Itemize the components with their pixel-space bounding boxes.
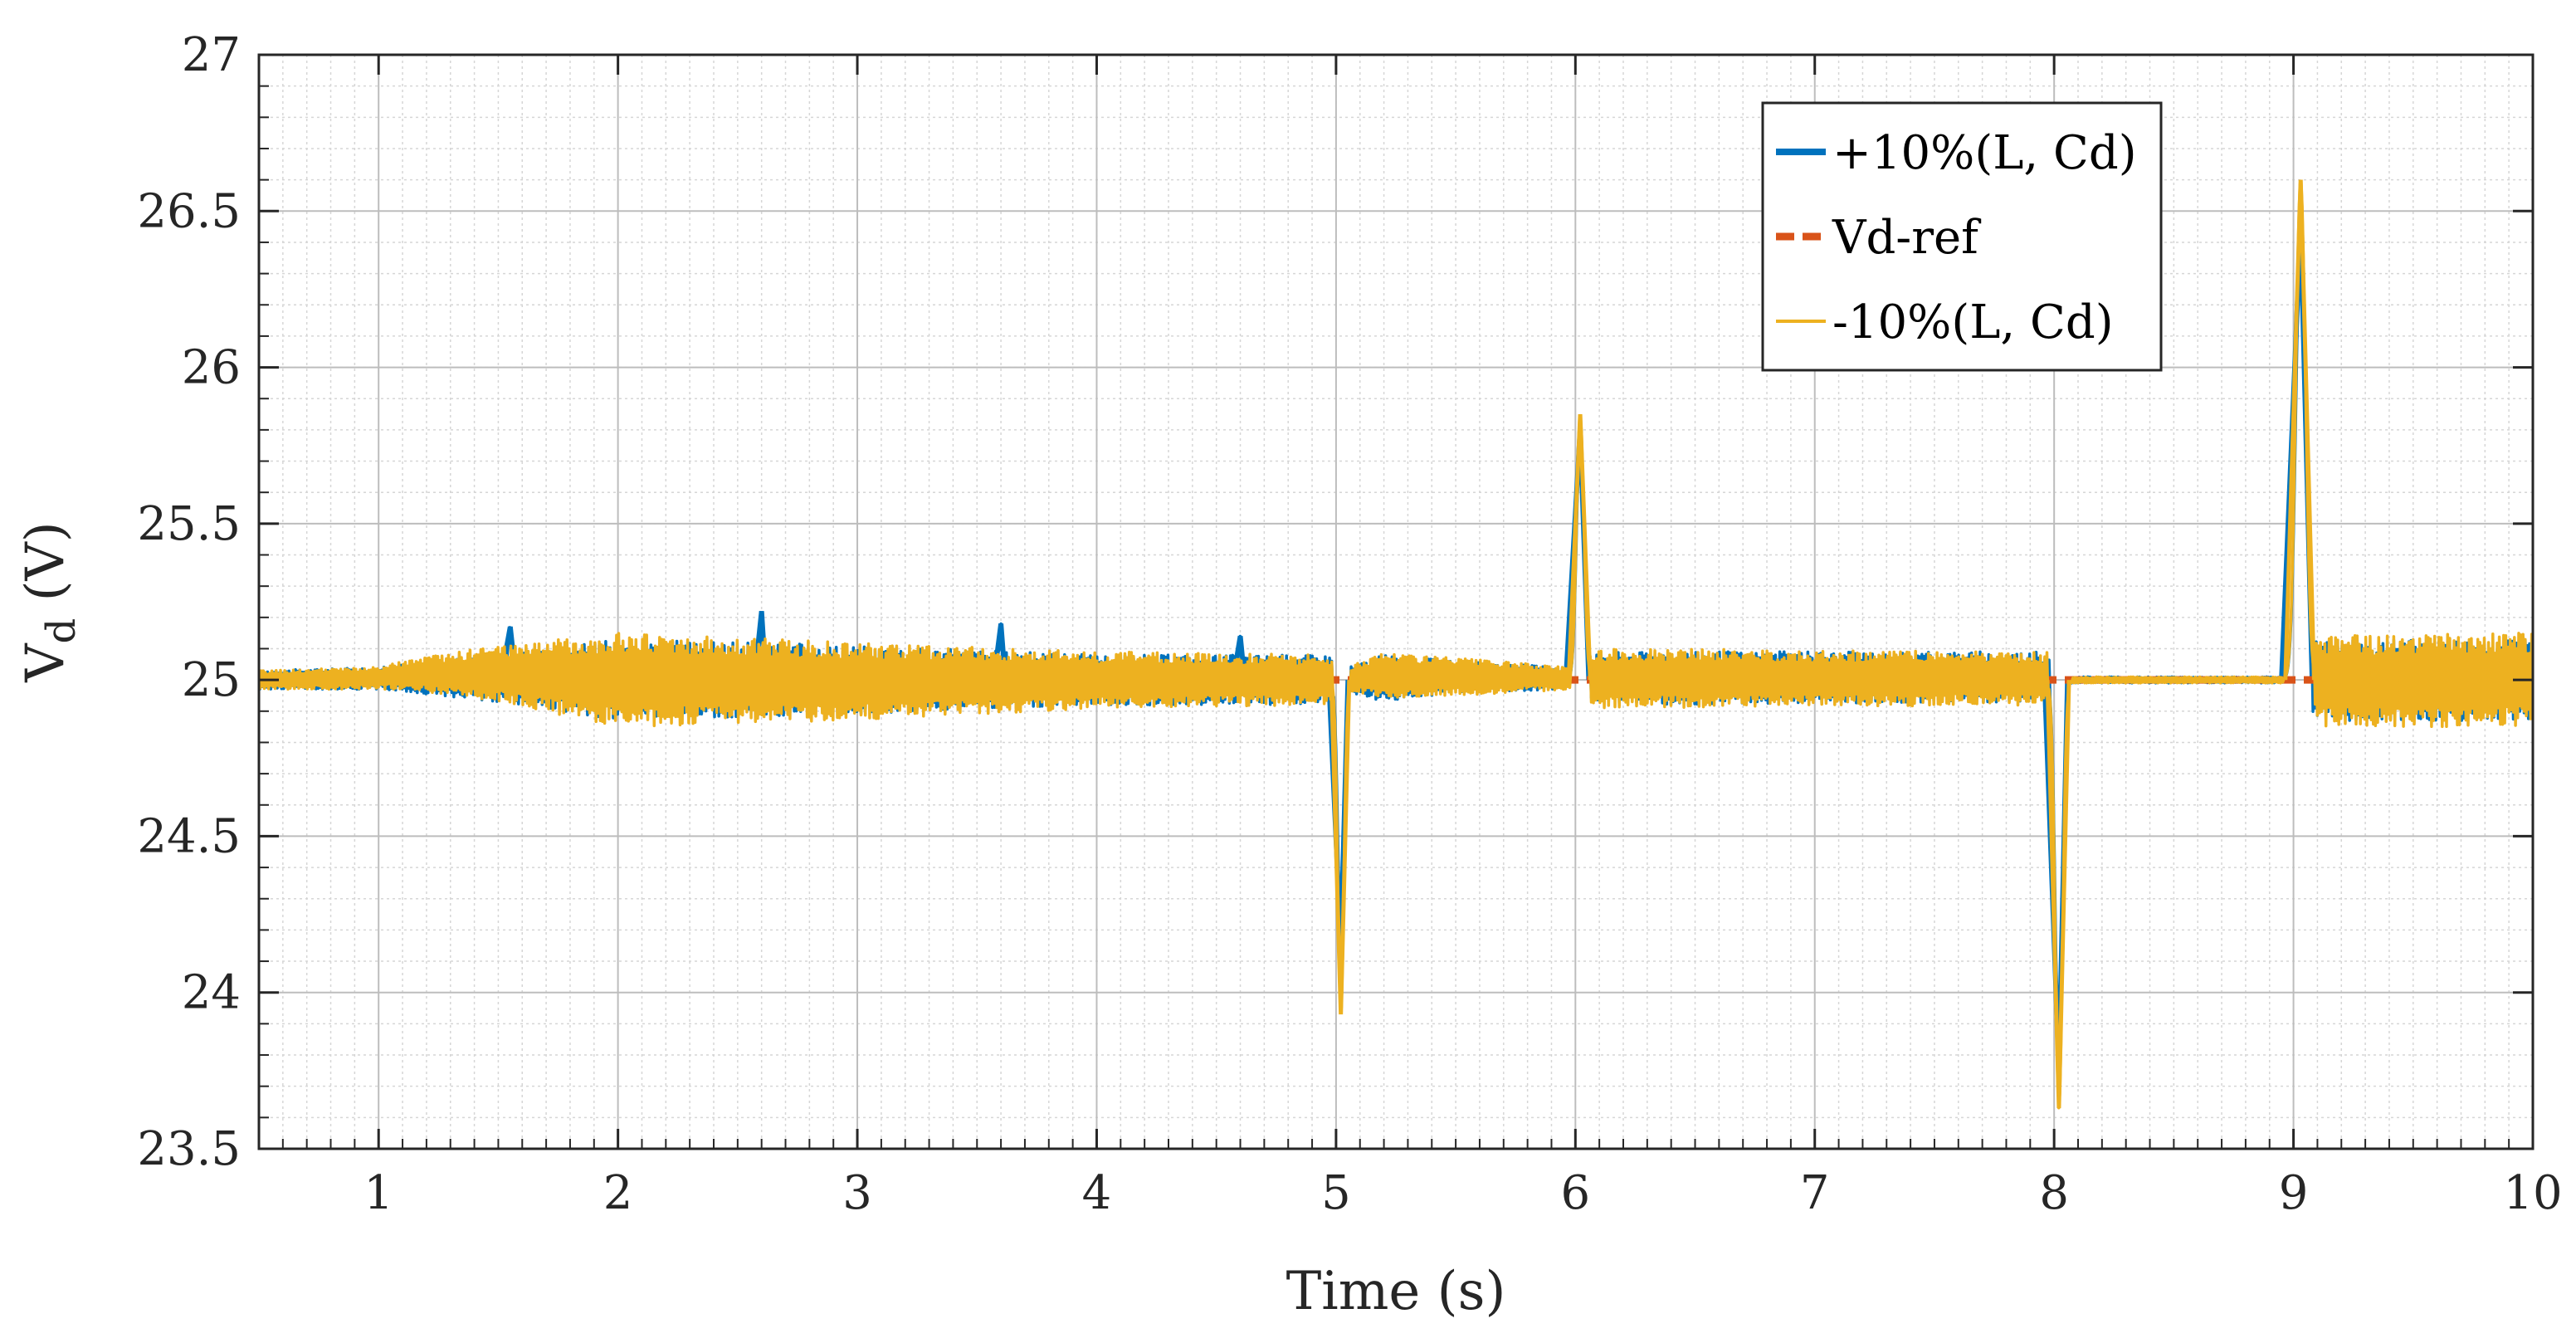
y-axis-label-sub: d [38, 618, 85, 644]
x-tick-label: 5 [1321, 1166, 1351, 1220]
x-tick-label: 8 [2039, 1166, 2069, 1220]
legend-label-plus10: +10%(L, Cd) [1832, 126, 2137, 180]
spike-plus10 [752, 610, 768, 681]
y-tick-label: 24 [182, 966, 241, 1020]
spike-minus10 [1566, 413, 1593, 681]
y-tick-label: 27 [182, 28, 241, 82]
series-layer [259, 180, 2533, 1108]
x-tick-label: 4 [1082, 1166, 1112, 1220]
plot-background [259, 55, 2533, 1149]
spike-minus10 [1329, 680, 1352, 1015]
plot-frame [257, 53, 2535, 1150]
legend-box [1761, 101, 2163, 372]
y-tick-label: 24.5 [137, 809, 241, 863]
x-tick-labels: 1 2 3 4 5 6 7 8 9 10 [363, 1166, 2562, 1220]
legend-label-minus10: -10%(L, Cd) [1832, 295, 2114, 349]
y-tick-label: 23.5 [137, 1122, 241, 1176]
x-tick-label: 9 [2279, 1166, 2309, 1220]
x-tick-label: 6 [1560, 1166, 1590, 1220]
x-tick-label: 10 [2503, 1166, 2562, 1220]
y-tick-label: 25.5 [137, 497, 241, 551]
y-axis-label: Vd (V) [15, 521, 85, 682]
x-axis-label: Time (s) [1286, 1261, 1506, 1322]
y-tick-labels: 23.5 24 24.5 25 25.5 26 26.5 27 [137, 28, 241, 1176]
y-axis-label-unit: (V) [15, 521, 76, 618]
spike-minus10 [2045, 680, 2071, 1109]
tick-marks [258, 53, 2535, 1150]
y-tick-label: 25 [182, 653, 241, 707]
legend: +10%(L, Cd) Vd-ref -10%(L, Cd) [1761, 101, 2163, 372]
spike-plus10 [498, 626, 519, 681]
x-tick-label: 2 [603, 1166, 633, 1220]
x-tick-label: 7 [1800, 1166, 1830, 1220]
legend-label-vdref: Vd-ref [1832, 211, 1982, 265]
spike-plus10 [991, 623, 1008, 681]
x-tick-label: 1 [363, 1166, 393, 1220]
x-tick-label: 3 [842, 1166, 872, 1220]
spike-plus10 [1230, 635, 1247, 681]
y-tick-label: 26.5 [137, 184, 241, 238]
y-tick-label: 26 [182, 341, 241, 395]
spike-minus10 [2283, 179, 2316, 681]
y-axis-label-main: V [15, 642, 76, 683]
